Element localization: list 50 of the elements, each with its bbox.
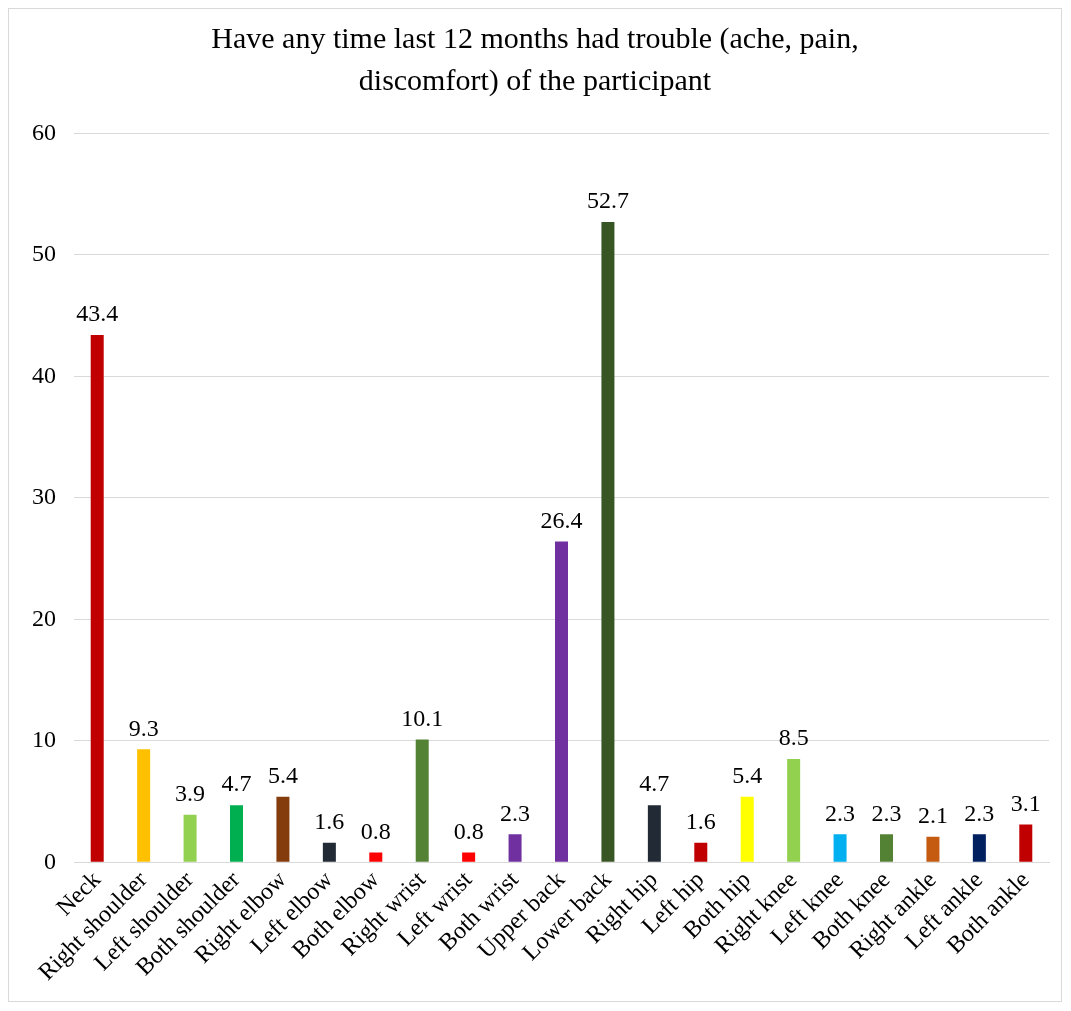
- bar: [508, 834, 522, 862]
- bar: [694, 842, 708, 862]
- data-label: 0.8: [360, 817, 391, 844]
- chart-title: Have any time last 12 months had trouble (ache, pain, discomfort) of the participant: [210, 20, 860, 98]
- bar: [647, 805, 661, 862]
- y-tick-label: 30: [32, 483, 56, 510]
- bar: [880, 834, 893, 862]
- bar: [740, 796, 754, 862]
- data-label: 2.3: [871, 799, 902, 826]
- bar: [787, 758, 801, 862]
- data-label: 3.1: [1010, 789, 1041, 816]
- bar: [555, 541, 568, 862]
- bar: [1019, 824, 1033, 862]
- data-label: 1.6: [685, 808, 716, 835]
- y-tick-label: 20: [32, 604, 56, 631]
- bar: [322, 842, 336, 862]
- bar: [137, 749, 151, 862]
- data-label: 9.3: [128, 714, 159, 741]
- data-label: 4.7: [221, 770, 252, 797]
- data-label: 10.1: [401, 704, 444, 731]
- data-label: 2.1: [917, 802, 948, 829]
- bar: [415, 739, 429, 862]
- bar: [462, 852, 476, 862]
- data-label: 26.4: [540, 506, 583, 533]
- data-label: 2.3: [500, 799, 531, 826]
- y-tick-label: 0: [44, 847, 56, 874]
- data-label: 8.5: [778, 724, 809, 751]
- y-tick-label: 10: [32, 726, 56, 753]
- bar: [183, 814, 197, 862]
- data-label: 1.6: [314, 808, 345, 835]
- y-tick-label: 50: [32, 240, 56, 267]
- bar: [369, 852, 383, 862]
- bar: [90, 335, 104, 862]
- bar: [833, 834, 847, 862]
- data-label: 52.7: [586, 187, 629, 214]
- data-label: 3.9: [175, 780, 206, 807]
- bar: [601, 222, 615, 862]
- data-label: 2.3: [825, 799, 856, 826]
- data-label: 4.7: [639, 770, 670, 797]
- y-tick-label: 40: [32, 361, 56, 388]
- bar: [926, 836, 940, 862]
- data-label: 0.8: [453, 817, 484, 844]
- data-label: 5.4: [267, 761, 298, 788]
- y-tick-label: 60: [32, 118, 56, 145]
- data-label: 43.4: [76, 300, 119, 327]
- data-label: 2.3: [964, 799, 995, 826]
- bar: [230, 805, 243, 862]
- data-label: 5.4: [732, 761, 763, 788]
- bar: [276, 796, 290, 862]
- bar: [972, 834, 986, 862]
